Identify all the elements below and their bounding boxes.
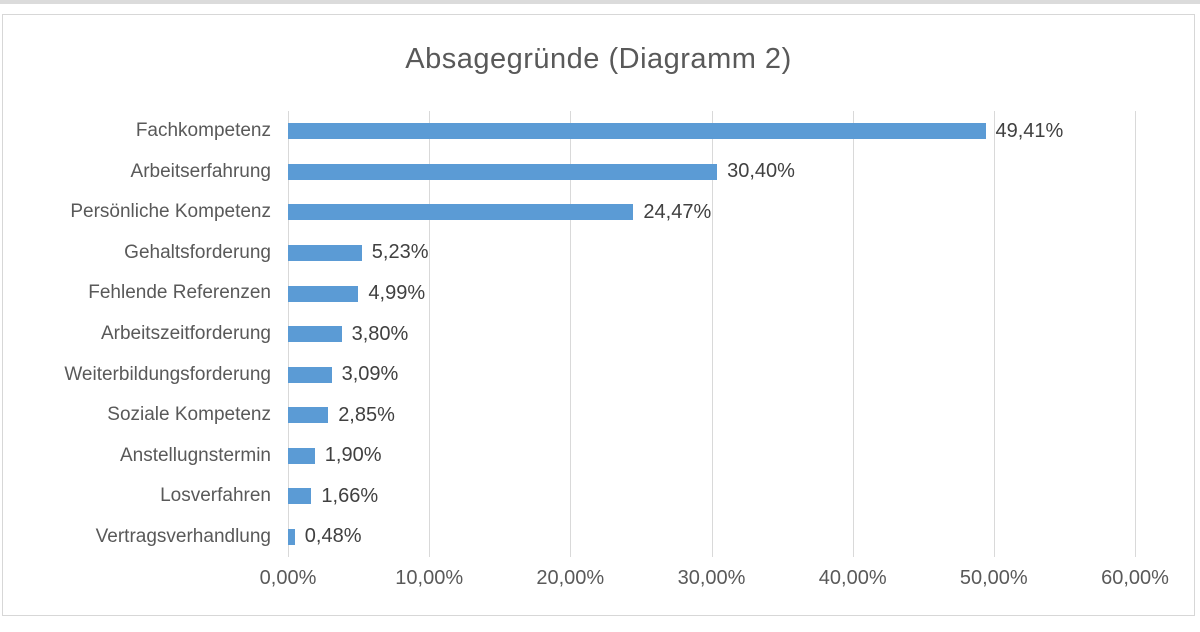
category-label: Arbeitserfahrung [130, 160, 271, 182]
bar [288, 528, 295, 545]
gridline [1135, 111, 1136, 557]
value-label: 30,40% [727, 160, 795, 183]
plot-area: 49,41% 30,40% 24,47% 5,23% 4,99% 3,80% 3,09% 2,… [288, 111, 1136, 557]
category-label: Weiterbildungsforderung [64, 363, 271, 385]
bar [288, 407, 329, 424]
bar [288, 244, 362, 261]
x-tick-label: 50,00% [959, 567, 1028, 589]
chart-title: Absagegründe (Diagramm 2) [405, 43, 792, 75]
value-label: 1,90% [324, 444, 382, 467]
value-label: 49,41% [995, 119, 1064, 142]
bar [288, 285, 359, 302]
gridline [711, 111, 713, 557]
x-tick-label: 30,00% [677, 567, 746, 589]
x-tick-label: 60,00% [1101, 567, 1169, 589]
value-label: 5,23% [371, 241, 429, 264]
gridline [852, 111, 854, 557]
value-label: 4,99% [368, 282, 426, 304]
category-label: Soziale Kompetenz [107, 404, 271, 426]
value-label: 0,48% [304, 525, 362, 548]
x-tick-label: 20,00% [536, 567, 605, 589]
category-label: Arbeitszeitforderung [100, 322, 271, 344]
category-label: Persönliche Kompetenz [70, 201, 271, 223]
bar [288, 204, 634, 221]
x-tick-label: 0,00% [259, 567, 317, 589]
value-label: 2,85% [338, 403, 395, 426]
bar [288, 326, 342, 342]
category-label: Losverfahren [160, 485, 271, 507]
value-label: 3,80% [351, 322, 409, 345]
bar [288, 366, 332, 383]
outer-top-border [0, 0, 1200, 4]
x-axis: 0,00% 10,00% 20,00% 30,00% 40,00% 50,00% 60,00… [260, 567, 1169, 595]
category-label: Gehaltsforderung [124, 241, 271, 263]
category-label: Anstellugnstermin [119, 444, 271, 466]
bar [288, 488, 312, 505]
bar [288, 447, 315, 464]
category-label: Fachkompetenz [135, 120, 271, 142]
value-label: 24,47% [643, 200, 712, 223]
x-tick-label: 40,00% [818, 567, 887, 589]
category-axis: Fachkompetenz Arbeitserfahrung Persönliche… [11, 111, 271, 557]
chart-frame: Absagegründe (Diagramm 2) Fachkompetenz A… [2, 14, 1195, 616]
category-label: Fehlende Referenzen [88, 282, 271, 304]
gridline [429, 111, 431, 557]
x-tick-label: 10,00% [395, 567, 464, 589]
value-label: 1,66% [321, 484, 379, 507]
bar [288, 163, 718, 180]
gridline [993, 111, 995, 557]
value-label: 3,09% [341, 363, 399, 385]
bar [288, 123, 986, 140]
gridline [570, 111, 572, 557]
category-label: Vertragsverhandlung [95, 525, 271, 547]
